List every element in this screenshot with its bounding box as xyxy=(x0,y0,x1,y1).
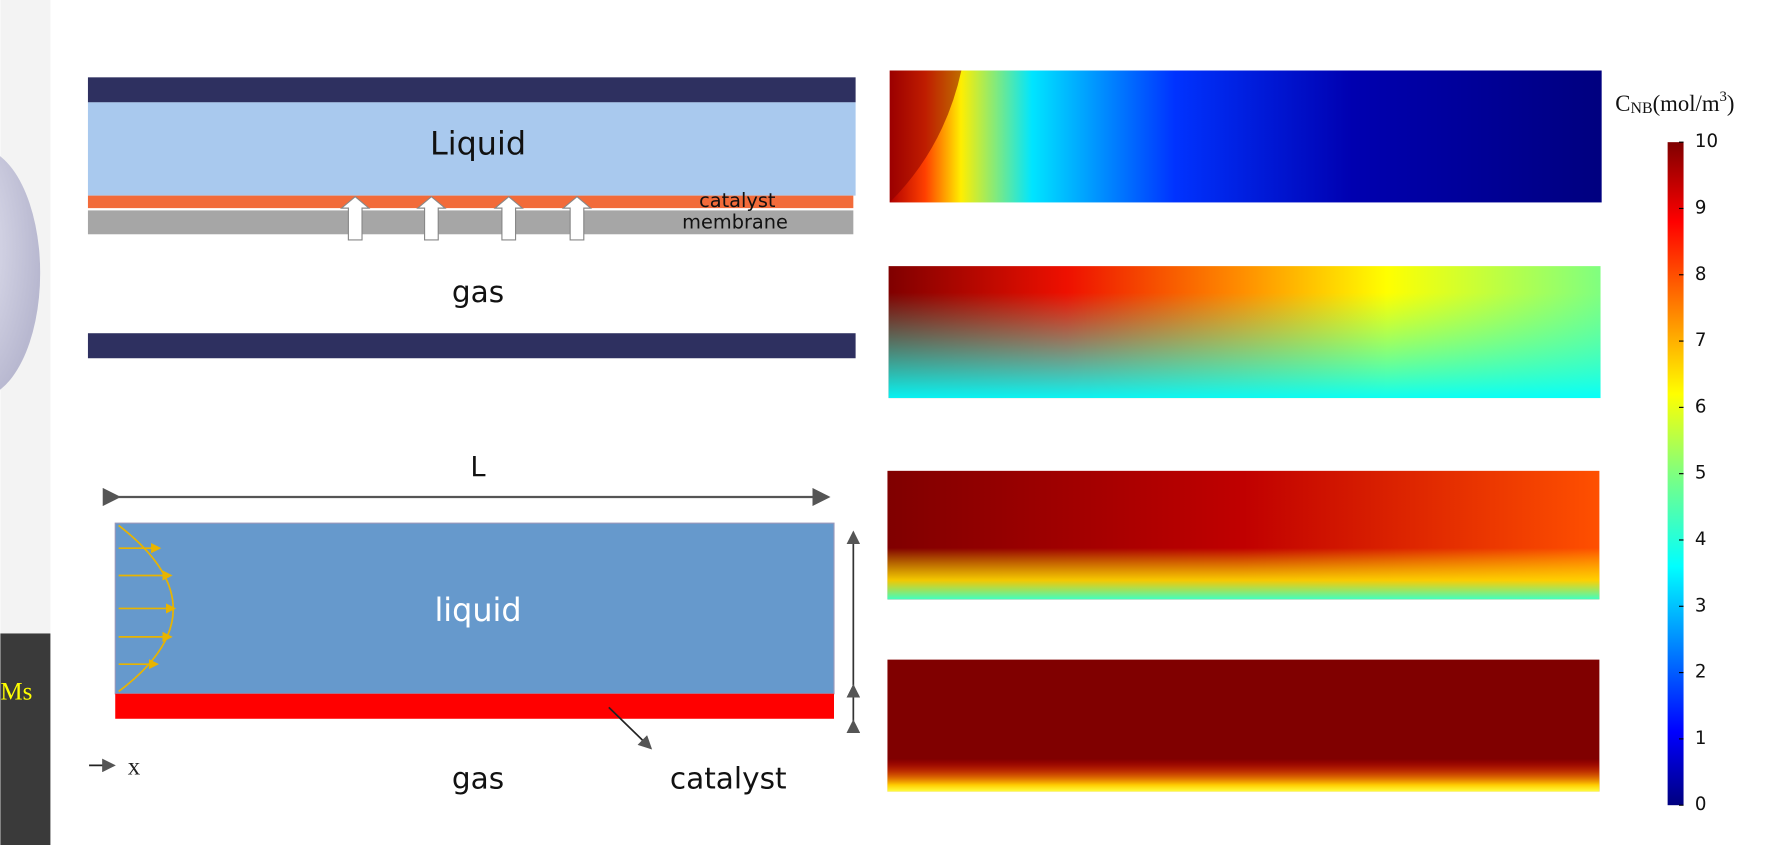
sem-image xyxy=(0,633,50,845)
close: ) xyxy=(1727,91,1735,116)
concentration-maps xyxy=(887,71,1601,792)
unit: (mol/m xyxy=(1653,91,1720,116)
subscript: NB xyxy=(1630,100,1652,117)
colorbar-tick-label: 9 xyxy=(1695,197,1707,218)
colorbar-tick-label: 1 xyxy=(1695,728,1707,749)
colorbar-tick-label: 2 xyxy=(1695,662,1707,683)
concentration-map xyxy=(890,71,1602,203)
gas-label: gas xyxy=(452,762,504,796)
superscript: 3 xyxy=(1720,89,1727,105)
membrane-diagram: Liquid catalyst membrane gas xyxy=(88,77,856,358)
colorbar-tick-label: 6 xyxy=(1695,396,1707,417)
colorbar-tick-label: 8 xyxy=(1695,264,1707,285)
colorbar-tick-label: 4 xyxy=(1695,529,1707,550)
colorbar-tick-label: 10 xyxy=(1695,131,1718,152)
map-overlay xyxy=(887,660,1599,792)
liquid-label: liquid xyxy=(434,591,521,629)
colorbar-tick-label: 7 xyxy=(1695,330,1707,351)
channel-diagram: L liquid x gas catalyst xyxy=(89,452,853,796)
membrane-label: membrane xyxy=(682,210,788,233)
x-axis-label: x xyxy=(128,754,141,781)
symbol: C xyxy=(1615,91,1630,116)
colorbar-tick-label: 5 xyxy=(1695,463,1707,484)
map-overlay xyxy=(887,471,1599,600)
catalyst-label: catalyst xyxy=(670,762,787,796)
colorbar-title: CNB(mol/m3) xyxy=(1615,89,1734,117)
catalyst-label: catalyst xyxy=(699,189,776,212)
wall xyxy=(88,77,856,102)
length-label: L xyxy=(470,452,486,483)
sem-label: Ms xyxy=(0,678,32,705)
gas-label: gas xyxy=(452,275,504,309)
catalyst-strip xyxy=(115,694,834,719)
colorbar-tick-label: 3 xyxy=(1695,595,1707,616)
map-overlay xyxy=(889,266,1601,398)
liquid-label: Liquid xyxy=(430,125,526,163)
figure: Ms Liquid catalyst membrane gas L liquid… xyxy=(0,0,1784,845)
colorbar-tick-label: 0 xyxy=(1695,794,1707,815)
page: {"left_panel": {"label": "Ms"}, "membran… xyxy=(0,0,1784,845)
wall xyxy=(88,333,856,358)
